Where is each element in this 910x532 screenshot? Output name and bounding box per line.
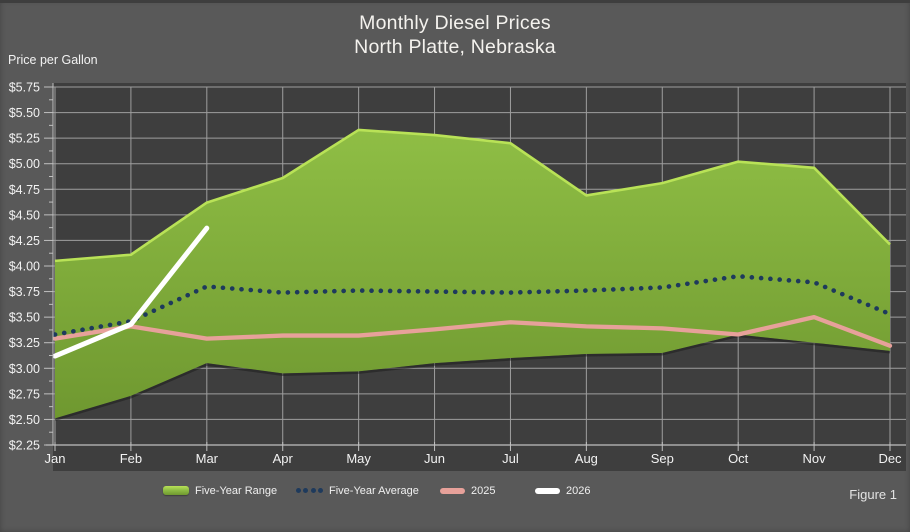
x-tick-label: Mar bbox=[196, 451, 219, 466]
y-tick-label: $2.25 bbox=[9, 439, 40, 453]
y-tick-label: $2.50 bbox=[9, 413, 40, 427]
line-five-year-average bbox=[52, 273, 893, 337]
y-tick-label: $4.75 bbox=[9, 183, 40, 197]
figure-caption: Figure 1 bbox=[849, 487, 897, 502]
y-tick-label: $3.00 bbox=[9, 362, 40, 376]
y-tick-label: $4.50 bbox=[9, 208, 40, 222]
chart-title: Monthly Diesel Prices North Platte, Nebr… bbox=[0, 11, 910, 59]
y-tick-label: $3.25 bbox=[9, 336, 40, 350]
line-2026-swatch-icon bbox=[535, 487, 560, 494]
y-tick-label: $3.50 bbox=[9, 311, 40, 325]
y-tick-label: $5.50 bbox=[9, 106, 40, 120]
y-axis-title: Price per Gallon bbox=[8, 53, 98, 67]
band-top-edge bbox=[54, 128, 891, 263]
legend-item-2026: 2026 bbox=[535, 483, 590, 498]
line-2026 bbox=[52, 225, 210, 359]
chart-title-line1: Monthly Diesel Prices bbox=[359, 12, 551, 34]
y-tick-label: $4.25 bbox=[9, 234, 40, 248]
y-tick-label: $5.75 bbox=[9, 81, 40, 95]
line-2025 bbox=[52, 314, 893, 348]
legend-label-2026: 2026 bbox=[566, 484, 591, 497]
legend-label-2025: 2025 bbox=[471, 484, 496, 497]
legend-item-2025: 2025 bbox=[440, 483, 495, 498]
five-year-range-swatch-icon bbox=[163, 486, 189, 495]
x-tick-label: Dec bbox=[878, 451, 902, 466]
x-tick-label: Nov bbox=[803, 451, 827, 466]
five-year-range-band bbox=[55, 129, 890, 419]
legend-item-five-year-range: Five-Year Range bbox=[163, 483, 277, 498]
x-tick-label: Oct bbox=[728, 451, 749, 466]
x-tick-label: Jul bbox=[502, 451, 519, 466]
x-tick-label: Feb bbox=[120, 451, 142, 466]
y-tick-label: $4.00 bbox=[9, 260, 40, 274]
y-tick-label: $5.00 bbox=[9, 157, 40, 171]
y-tick-label: $2.75 bbox=[9, 387, 40, 401]
legend-label-five-year-range: Five-Year Range bbox=[195, 484, 278, 497]
five-year-average-swatch-icon bbox=[296, 486, 323, 495]
x-tick-label: Jan bbox=[45, 451, 66, 466]
chart-title-line2: North Platte, Nebraska bbox=[354, 36, 556, 58]
y-tick-label: $5.25 bbox=[9, 132, 40, 146]
y-tick-label: $3.75 bbox=[9, 285, 40, 299]
x-tick-label: Aug bbox=[575, 451, 598, 466]
x-tick-label: Apr bbox=[273, 451, 294, 466]
line-2025-swatch-icon bbox=[440, 487, 465, 494]
band-bottom-shadow bbox=[54, 334, 891, 421]
legend-item-five-year-average: Five-Year Average bbox=[296, 483, 419, 498]
x-tick-label: May bbox=[346, 451, 371, 466]
x-tick-label: Jun bbox=[424, 451, 445, 466]
x-tick-label: Sep bbox=[651, 451, 674, 466]
legend-label-five-year-average: Five-Year Average bbox=[329, 484, 419, 497]
